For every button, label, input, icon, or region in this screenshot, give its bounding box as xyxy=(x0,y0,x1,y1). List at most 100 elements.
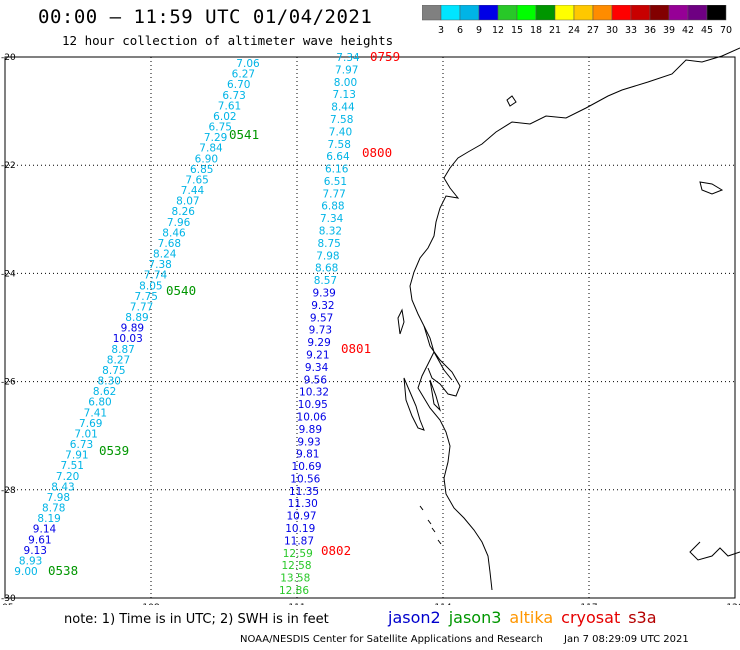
wave-height-value: 7.74 xyxy=(144,270,168,282)
satellite-legend: jason2 jason3 altika cryosat s3a xyxy=(388,608,665,627)
legend-jason2: jason2 xyxy=(388,608,441,627)
wave-height-value: 8.27 xyxy=(107,354,130,366)
wave-height-value: 9.00 xyxy=(14,566,37,578)
wave-height-value: 8.68 xyxy=(315,263,338,275)
wave-height-value: 7.34 xyxy=(336,52,360,64)
wave-height-value: 8.62 xyxy=(93,386,116,398)
wave-height-value: 8.44 xyxy=(331,102,355,114)
wave-height-value: 7.58 xyxy=(330,114,353,126)
color-scale-label: 30 xyxy=(606,25,618,36)
footer-credit: NOAA/NESDIS Center for Satellite Applica… xyxy=(240,634,707,645)
color-scale-label: 45 xyxy=(701,25,713,36)
wave-height-value: 7.51 xyxy=(61,460,84,472)
legend-jason3: jason3 xyxy=(448,608,502,627)
color-scale-label: 33 xyxy=(625,25,637,36)
pass-time-label: 0540 xyxy=(166,283,196,298)
wave-height-value: 7.96 xyxy=(167,217,191,229)
legend-cryosat: cryosat xyxy=(561,608,621,627)
wave-height-value: 7.41 xyxy=(84,407,107,419)
wave-height-value: 6.75 xyxy=(209,122,232,134)
map-frame xyxy=(4,56,736,599)
color-scale-label: 21 xyxy=(549,25,561,36)
wave-height-value: 11.87 xyxy=(284,535,314,547)
color-scale-label: 12 xyxy=(492,25,504,36)
pass-time-label: 0541 xyxy=(229,127,259,142)
wave-height-value: 6.70 xyxy=(227,79,250,91)
wave-height-value: 8.87 xyxy=(111,344,134,356)
wave-height-value: 9.93 xyxy=(297,436,320,448)
wave-height-map: 105 108 111 114 117 120 -20 -22 -24 -26 -28 -30 7.0… xyxy=(0,47,740,605)
wave-height-value: 9.14 xyxy=(33,524,57,536)
longitude-label: 108 xyxy=(142,603,159,605)
wave-height-value: 8.78 xyxy=(42,503,65,515)
wave-height-value: 6.85 xyxy=(190,164,213,176)
wave-height-value: 8.89 xyxy=(125,312,148,324)
color-swatch xyxy=(706,5,727,21)
longitude-label: 105 xyxy=(0,603,14,605)
wave-height-value: 8.24 xyxy=(153,249,177,261)
page-title: 00:00 – 11:59 UTC 01/04/2021 xyxy=(38,6,373,28)
wave-height-value: 7.68 xyxy=(158,238,181,250)
longitude-label: 111 xyxy=(288,603,305,605)
wave-height-value: 8.75 xyxy=(102,365,125,377)
longitude-label: 117 xyxy=(580,603,597,605)
wave-height-value: 8.46 xyxy=(162,227,186,239)
wave-height-value: 9.61 xyxy=(28,534,51,546)
wave-height-value: 8.26 xyxy=(172,206,196,218)
wave-height-value: 8.75 xyxy=(317,238,340,250)
wave-height-value: 8.19 xyxy=(37,513,60,525)
wave-height-value: 10.95 xyxy=(298,399,328,411)
wave-height-value: 7.58 xyxy=(328,139,351,151)
wave-height-value: 8.00 xyxy=(334,77,357,89)
pass-time-label: 0759 xyxy=(370,49,400,64)
wave-height-value: 7.13 xyxy=(333,89,356,101)
wave-height-value: 10.69 xyxy=(292,461,322,473)
wave-height-value: 7.98 xyxy=(47,492,70,504)
wave-height-value: 7.61 xyxy=(218,100,241,112)
wave-height-value: 13.58 xyxy=(280,573,310,585)
color-scale-label: 24 xyxy=(568,25,580,36)
wave-height-value: 6.80 xyxy=(88,397,111,409)
wave-height-value: 7.91 xyxy=(65,450,88,462)
wave-height-value: 10.03 xyxy=(113,333,143,345)
wave-height-value: 7.29 xyxy=(204,132,227,144)
latitude-label: -26 xyxy=(1,378,16,388)
color-scale-label: 6 xyxy=(457,25,463,36)
wave-height-value: 6.51 xyxy=(324,176,347,188)
wave-height-value: 10.32 xyxy=(299,387,329,399)
longitude-label: 114 xyxy=(434,603,451,605)
wave-height-value: 10.97 xyxy=(287,511,317,523)
peron-spit xyxy=(429,379,442,412)
latitude-label: -30 xyxy=(1,594,16,604)
wave-height-value: 8.57 xyxy=(314,275,337,287)
wave-height-value: 12.59 xyxy=(283,548,313,560)
wave-height-value: 7.40 xyxy=(329,126,352,138)
wave-height-value: 9.13 xyxy=(24,545,47,557)
color-scale-label: 27 xyxy=(587,25,599,36)
wave-height-value: 9.89 xyxy=(299,424,322,436)
wave-height-value: 10.06 xyxy=(297,411,327,423)
wave-height-value: 6.16 xyxy=(325,164,349,176)
wave-height-value: 9.34 xyxy=(305,362,329,374)
wave-height-value: 8.30 xyxy=(98,376,121,388)
pass-time-label: 0801 xyxy=(341,341,371,356)
wave-height-value: 7.01 xyxy=(74,428,97,440)
wave-height-value: 6.90 xyxy=(195,153,218,165)
wave-height-value: 6.02 xyxy=(213,111,236,123)
page-subtitle: 12 hour collection of altimeter wave hei… xyxy=(62,33,394,48)
color-scale-label: 15 xyxy=(511,25,523,36)
pass-time-label: 0538 xyxy=(48,563,78,578)
wave-height-value: 7.97 xyxy=(335,64,358,76)
wave-height-value: 7.06 xyxy=(236,58,260,70)
wave-height-value: 11.30 xyxy=(288,498,318,510)
coastline xyxy=(397,47,740,591)
wave-height-value: 8.05 xyxy=(139,280,162,292)
wave-height-value: 7.77 xyxy=(322,188,345,200)
wave-height-value: 9.57 xyxy=(310,312,333,324)
wave-height-value: 9.81 xyxy=(296,449,319,461)
shark-bay-peninsula xyxy=(423,325,461,397)
wave-height-value: 8.43 xyxy=(51,481,74,493)
wave-height-value: 10.19 xyxy=(285,523,315,535)
wave-height-value: 7.65 xyxy=(185,174,208,186)
